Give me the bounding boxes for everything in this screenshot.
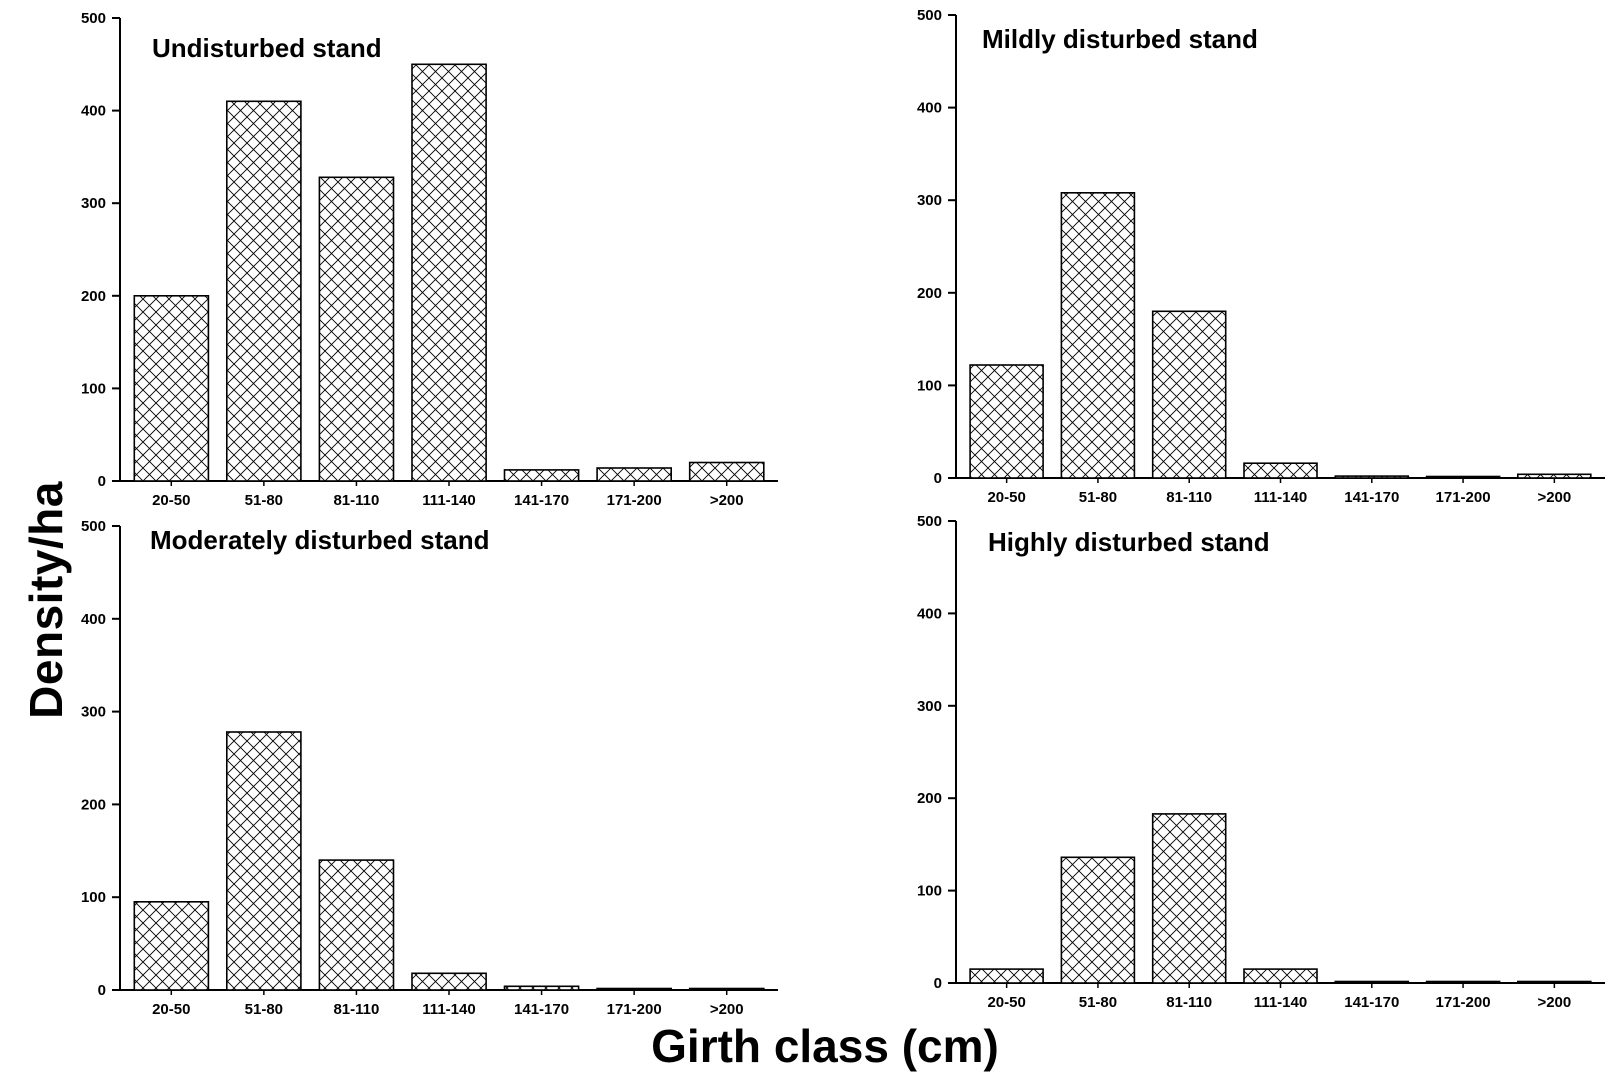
x-tick-label: 141-170	[514, 492, 569, 509]
y-tick-label: 0	[934, 470, 942, 487]
y-tick-label: 0	[98, 982, 106, 999]
bar	[1151, 310, 1227, 479]
bar	[133, 294, 210, 482]
x-tick-label: 20-50	[152, 492, 190, 509]
bar	[226, 100, 302, 482]
chart-panel-2: 0 100 200 300 400 500 20-50 51-80 81-110 111-140 1…	[917, 7, 1605, 506]
bar	[1334, 980, 1410, 984]
x-tick-label: 111-140	[1254, 489, 1307, 506]
bar	[1243, 462, 1318, 479]
y-tick-label: 0	[98, 473, 106, 490]
y-tick-label: 100	[81, 380, 106, 397]
y-tick-label: 200	[81, 796, 106, 813]
bar	[1151, 813, 1227, 984]
y-tick-label: 300	[917, 192, 942, 209]
x-tick-label: 171-200	[607, 492, 662, 509]
y-tick-label: 200	[81, 288, 106, 305]
x-tick-label: 81-110	[1166, 994, 1212, 1011]
bar	[596, 467, 672, 482]
y-tick-label: 400	[917, 605, 942, 622]
y-tick-label: 400	[81, 103, 106, 120]
y-tick-label: 300	[81, 704, 106, 721]
x-tick-label: >200	[710, 1001, 744, 1018]
chart-title: Moderately disturbed stand	[150, 525, 490, 555]
chart-title: Undisturbed stand	[152, 33, 382, 63]
bar	[688, 987, 765, 991]
y-tick-label: 500	[917, 7, 942, 24]
bar	[1425, 475, 1501, 479]
bar	[411, 972, 487, 991]
bar	[318, 176, 395, 482]
x-tick-label: 51-80	[1079, 489, 1117, 506]
x-tick-label: 111-140	[422, 492, 475, 509]
x-tick-label: 81-110	[333, 492, 379, 509]
bar	[503, 985, 580, 991]
x-tick-label: >200	[1537, 489, 1571, 506]
bar	[1517, 473, 1592, 479]
y-tick-label: 500	[81, 10, 106, 27]
bar	[226, 731, 302, 991]
chart-panel-1: 0 100 200 300 400 500 20-50 51-80 81-110 111-140 1…	[81, 10, 778, 509]
bar	[1060, 192, 1136, 479]
chart-title: Highly disturbed stand	[988, 527, 1270, 557]
x-axis-label: Girth class (cm)	[651, 1020, 999, 1072]
x-tick-label: 141-170	[1344, 994, 1399, 1011]
x-tick-label: >200	[710, 492, 744, 509]
bar	[1334, 475, 1410, 479]
bar	[688, 461, 765, 482]
y-tick-label: 400	[81, 611, 106, 628]
x-tick-label: 20-50	[987, 994, 1025, 1011]
x-tick-label: 141-170	[514, 1001, 569, 1018]
chart-panel-3: 0 100 200 300 400 500 20-50 51-80 81-110 111-140 1…	[81, 518, 778, 1018]
bar	[1425, 980, 1501, 984]
bar	[969, 364, 1044, 479]
y-tick-label: 300	[81, 195, 106, 212]
x-tick-label: 51-80	[245, 1001, 283, 1018]
bar	[1243, 968, 1318, 984]
x-tick-label: 81-110	[333, 1001, 379, 1018]
x-tick-label: 171-200	[607, 1001, 662, 1018]
bar	[596, 987, 672, 991]
x-tick-label: 141-170	[1344, 489, 1399, 506]
x-tick-label: 20-50	[152, 1001, 190, 1018]
bar	[1060, 856, 1136, 984]
bar	[503, 469, 580, 482]
x-tick-label: 51-80	[1079, 994, 1117, 1011]
y-tick-label: 0	[934, 975, 942, 992]
y-tick-label: 100	[917, 377, 942, 394]
y-tick-label: 300	[917, 698, 942, 715]
x-tick-label: 51-80	[245, 492, 283, 509]
y-tick-label: 500	[81, 518, 106, 535]
y-tick-label: 200	[917, 790, 942, 807]
y-tick-label: 200	[917, 285, 942, 302]
bar	[318, 859, 395, 991]
chart-panel-4: 0 100 200 300 400 500 20-50 51-80 81-110 111-140 1…	[917, 513, 1605, 1011]
y-axis-label: Density/ha	[20, 481, 72, 719]
bar	[411, 63, 487, 482]
y-tick-label: 500	[917, 513, 942, 530]
y-tick-label: 100	[917, 883, 942, 900]
bar	[133, 900, 210, 991]
x-tick-label: 81-110	[1166, 489, 1212, 506]
chart-title: Mildly disturbed stand	[982, 24, 1258, 54]
x-tick-label: 171-200	[1436, 994, 1491, 1011]
x-tick-label: 111-140	[422, 1001, 475, 1018]
bar	[969, 968, 1044, 984]
x-tick-label: 20-50	[987, 489, 1025, 506]
x-tick-label: >200	[1537, 994, 1571, 1011]
y-tick-label: 400	[917, 100, 942, 117]
x-tick-label: 171-200	[1436, 489, 1491, 506]
x-tick-label: 111-140	[1254, 994, 1307, 1011]
bar	[1517, 980, 1592, 984]
y-tick-label: 100	[81, 889, 106, 906]
